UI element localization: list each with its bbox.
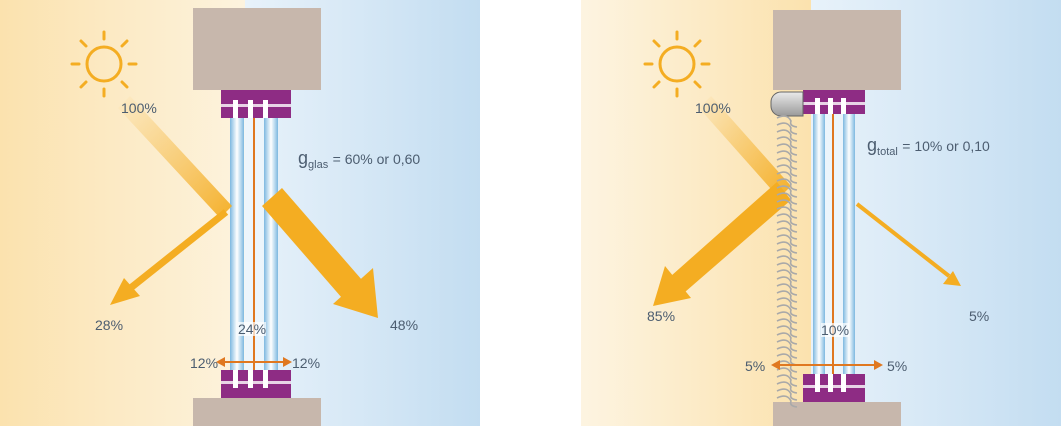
blind-slat	[776, 220, 798, 233]
wall-top	[193, 8, 321, 90]
blind-slat	[776, 367, 798, 380]
glazing-unit	[230, 118, 278, 370]
blind-slat	[776, 276, 798, 289]
g-value-label: gglas = 60% or 0,60	[298, 148, 421, 171]
reflected-arrow	[110, 209, 229, 305]
blind-slat	[776, 269, 798, 282]
blind-slat	[776, 206, 798, 219]
window-frame-bottom	[803, 374, 865, 402]
glazing-unit	[813, 114, 855, 374]
transmitted-label: 5%	[969, 308, 990, 324]
sun-icon	[70, 30, 138, 98]
blind-slat	[776, 143, 798, 156]
absorbed-label: 24%	[238, 321, 267, 337]
blind-slat	[776, 381, 798, 394]
diagram-with-blind	[581, 0, 1061, 426]
blind-slat	[776, 388, 798, 401]
blind-slat	[776, 255, 798, 268]
blind-slat	[776, 234, 798, 247]
blind-slat	[776, 346, 798, 359]
right-exchange-label: 5%	[887, 358, 908, 374]
secondary-heat-exchange-arrow	[771, 360, 883, 370]
transmitted-arrow	[262, 188, 378, 318]
blind-slat	[776, 395, 798, 408]
blind-slat	[776, 339, 798, 352]
blind-slat	[776, 199, 798, 212]
blind-slat	[776, 178, 798, 191]
blind-slat	[776, 129, 798, 142]
sun-icon	[643, 30, 711, 98]
incident-beam	[699, 96, 791, 198]
incident-label: 100%	[121, 100, 157, 116]
incident-label: 100%	[695, 100, 731, 116]
blind-slat	[776, 248, 798, 261]
reflected-label: 28%	[95, 317, 124, 333]
g-value-label: gtotal = 10% or 0,10	[867, 135, 990, 158]
blind-slat	[776, 374, 798, 387]
blind-slat	[776, 136, 798, 149]
blind-slat	[776, 171, 798, 184]
wall-top	[773, 10, 901, 90]
absorbed-label: 10%	[821, 322, 850, 338]
reflected-arrow	[653, 182, 791, 306]
secondary-heat-exchange-arrow	[216, 357, 292, 367]
blind-slat	[776, 283, 798, 296]
blind-slat	[776, 318, 798, 331]
window-frame-bottom	[221, 370, 291, 398]
blind-slat	[776, 290, 798, 303]
blind-slat	[776, 150, 798, 163]
window-frame-top	[803, 90, 865, 114]
left-exchange-label: 5%	[745, 358, 766, 374]
panel-glass-only: 100% gglas = 60% or 0,60 28% 48% 24% 12%…	[0, 0, 480, 426]
window-frame-top	[221, 90, 291, 118]
transmitted-label: 48%	[390, 317, 419, 333]
panel-with-blind: 100% gtotal = 10% or 0,10 85% 5% 10% 5% …	[581, 0, 1061, 426]
blind-slat	[776, 213, 798, 226]
incident-beam	[118, 96, 232, 218]
blind-slat	[776, 304, 798, 317]
blind-slat	[776, 157, 798, 170]
blind-casing	[770, 91, 804, 117]
blind-slat	[776, 311, 798, 324]
blind-slat	[776, 297, 798, 310]
left-exchange-label: 12%	[190, 355, 219, 371]
reflected-label: 85%	[647, 308, 676, 324]
blind-slat	[776, 241, 798, 254]
blind-slat	[776, 192, 798, 205]
blind-slat	[776, 227, 798, 240]
blind-slat	[776, 185, 798, 198]
blind-slat	[776, 164, 798, 177]
diagram-glass-only	[0, 0, 480, 426]
blind-slat	[776, 325, 798, 338]
blind-slat	[776, 122, 798, 135]
wall-bottom	[193, 398, 321, 426]
blind-slat	[776, 115, 798, 128]
blind-slat	[776, 332, 798, 345]
right-exchange-label: 12%	[292, 355, 321, 371]
blind-slat	[776, 262, 798, 275]
transmitted-arrow	[855, 202, 961, 286]
